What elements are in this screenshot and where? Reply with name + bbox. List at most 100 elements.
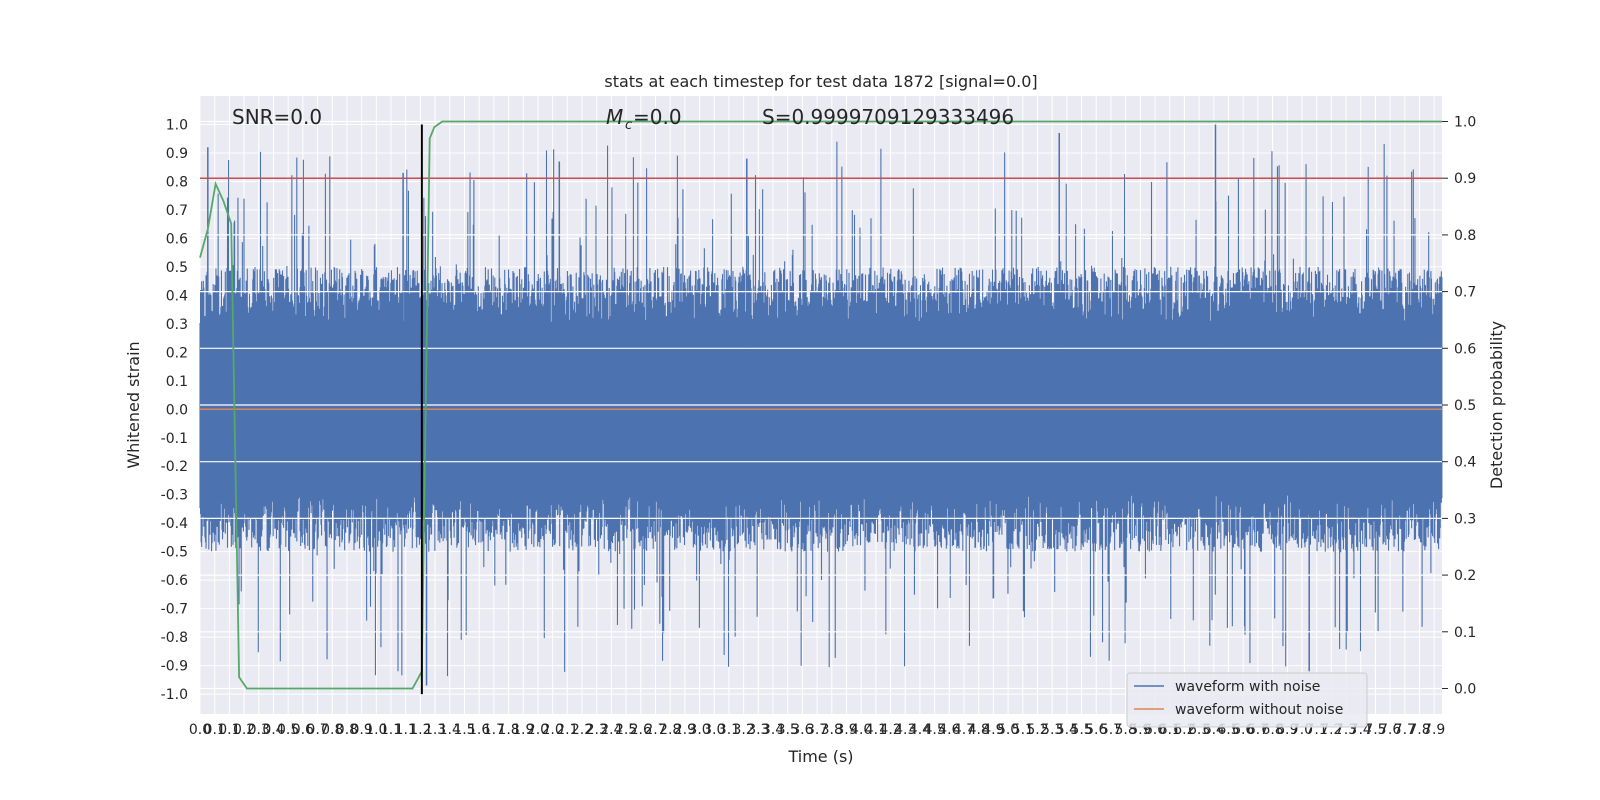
series-waveform-with-noise (199, 124, 1443, 686)
y2-tick-label: 0.5 (1454, 398, 1476, 414)
x-tick-label: 4.1 (865, 722, 887, 738)
y-tick-label: -0.6 (161, 573, 188, 589)
x-tick-label: 2.1 (556, 722, 578, 738)
x-tick-label: 2.7 (644, 722, 666, 738)
x-tick-label: 0.5 (277, 722, 299, 738)
y2-tick-label: 0.1 (1454, 625, 1476, 641)
y-tick-label: 0.5 (166, 260, 188, 276)
snr-annotation: SNR=0.0 (232, 105, 322, 129)
x-tick-label: 2.2 (571, 722, 593, 738)
x-tick-label: 4.0 (850, 722, 872, 738)
x-tick-label: 4.3 (894, 722, 916, 738)
x-tick-label: 3.2 (732, 722, 754, 738)
x-tick-label: 7.6 (1379, 722, 1401, 738)
x-tick-label: 0.3 (248, 722, 270, 738)
x-tick-label: 2.6 (630, 722, 652, 738)
y2-axis-label: Detection probability (1487, 321, 1506, 489)
x-tick-label: 7.9 (1423, 722, 1445, 738)
x-tick-label: 0.1 (204, 722, 226, 738)
y2-tick-label: 1.0 (1454, 115, 1476, 131)
y2-tick-label: 0.6 (1454, 341, 1476, 357)
legend-box (1126, 672, 1368, 728)
y-tick-label: -0.9 (161, 659, 188, 675)
x-tick-label: 0.9 (350, 722, 372, 738)
y-tick-label: 0.9 (166, 146, 188, 162)
y-tick-label: -0.3 (161, 488, 188, 504)
y2-tick-label: 0.4 (1454, 455, 1476, 471)
y-tick-label: 0.3 (166, 317, 188, 333)
x-tick-label: 1.4 (439, 722, 461, 738)
x-tick-label: 3.0 (703, 722, 725, 738)
y-tick-label: 0.2 (166, 345, 188, 361)
chirp-mass-value: =0.0 (633, 105, 682, 129)
x-tick-label: 1.1 (380, 722, 402, 738)
y-tick-label: 1.0 (166, 117, 188, 133)
x-tick-label: 4.4 (909, 722, 931, 738)
x-tick-label: 2.8 (659, 722, 681, 738)
y2-tick-label: 0.7 (1454, 285, 1476, 301)
x-tick-label: 1.8 (497, 722, 519, 738)
x-tick-label: 7.7 (1394, 722, 1416, 738)
y2-tick-label: 0.3 (1454, 511, 1476, 527)
y-tick-label: 0.8 (166, 174, 188, 190)
x-tick-label: 7.8 (1408, 722, 1430, 738)
chirp-mass-subscript: c (625, 118, 632, 133)
x-tick-label: 1.6 (468, 722, 490, 738)
x-tick-label: 3.8 (821, 722, 843, 738)
y2-tick-labels: 1.0 0.9 0.8 0.7 0.6 0.5 0.4 0.3 0.2 0.1 0.0 (1442, 115, 1476, 697)
y-axis-label: Whitened strain (124, 341, 143, 468)
x-tick-label: 0.8 (336, 722, 358, 738)
y-tick-label: -0.4 (161, 516, 188, 532)
legend-label-noise: waveform with noise (1175, 679, 1320, 695)
x-tick-label: 5.7 (1100, 722, 1122, 738)
x-tick-label: 1.0 (365, 722, 387, 738)
y-tick-label: -0.7 (161, 602, 188, 618)
x-tick-label: 3.3 (747, 722, 769, 738)
x-tick-label: 2.3 (586, 722, 608, 738)
x-tick-label: 3.9 (835, 722, 857, 738)
y-tick-label: -1.0 (161, 687, 188, 703)
x-tick-label: 3.1 (718, 722, 740, 738)
y-tick-label: -0.8 (161, 630, 188, 646)
y2-tick-label: 0.9 (1454, 171, 1476, 187)
x-tick-label: 0.6 (292, 722, 314, 738)
x-tick-label: 0.7 (306, 722, 328, 738)
x-tick-label: 3.4 (762, 722, 784, 738)
series-detection-probability (199, 120, 1442, 690)
x-tick-label: 3.7 (806, 722, 828, 738)
chart-title: stats at each timestep for test data 187… (604, 72, 1037, 91)
y-tick-label: -0.2 (161, 459, 188, 475)
x-tick-label: 5.6 (1085, 722, 1107, 738)
x-tick-label: 2.5 (615, 722, 637, 738)
x-axis-label: Time (s) (787, 747, 853, 766)
x-tick-label: 7.5 (1364, 722, 1386, 738)
x-tick-label: 3.5 (777, 722, 799, 738)
legend: waveform with noise waveform without noi… (1126, 672, 1368, 728)
detection-probability-line (199, 120, 1442, 690)
y-tick-label: -0.1 (161, 431, 188, 447)
x-tick-label: 1.9 (512, 722, 534, 738)
x-tick-label: 3.0 (688, 722, 710, 738)
x-tick-label: 2.0 (527, 722, 549, 738)
x-tick-label: 3.6 (791, 722, 813, 738)
y2-tick-label: 0.2 (1454, 568, 1476, 584)
x-tick-label: 1.7 (483, 722, 505, 738)
x-tick-label: 4.6 (938, 722, 960, 738)
x-tick-label: 2.0 (541, 722, 563, 738)
noise-waveform-path (199, 141, 1443, 677)
x-tick-label: 1.3 (424, 722, 446, 738)
x-tick-label: 2.9 (674, 722, 696, 738)
x-tick-label: 4.8 (968, 722, 990, 738)
x-tick-label: 0.0 (189, 722, 211, 738)
y-tick-label: 0.7 (166, 203, 188, 219)
legend-label-clean: waveform without noise (1175, 702, 1343, 718)
s-annotation: S=0.9999709129333496 (762, 105, 1014, 129)
x-tick-label: 1.2 (409, 722, 431, 738)
x-tick-label: 1.1 (395, 722, 417, 738)
x-tick-label: 5.5 (1070, 722, 1092, 738)
x-tick-label: 4.2 (879, 722, 901, 738)
x-tick-label: 4.9 (982, 722, 1004, 738)
x-tick-label: 5.3 (1041, 722, 1063, 738)
x-tick-label: 4.7 (953, 722, 975, 738)
